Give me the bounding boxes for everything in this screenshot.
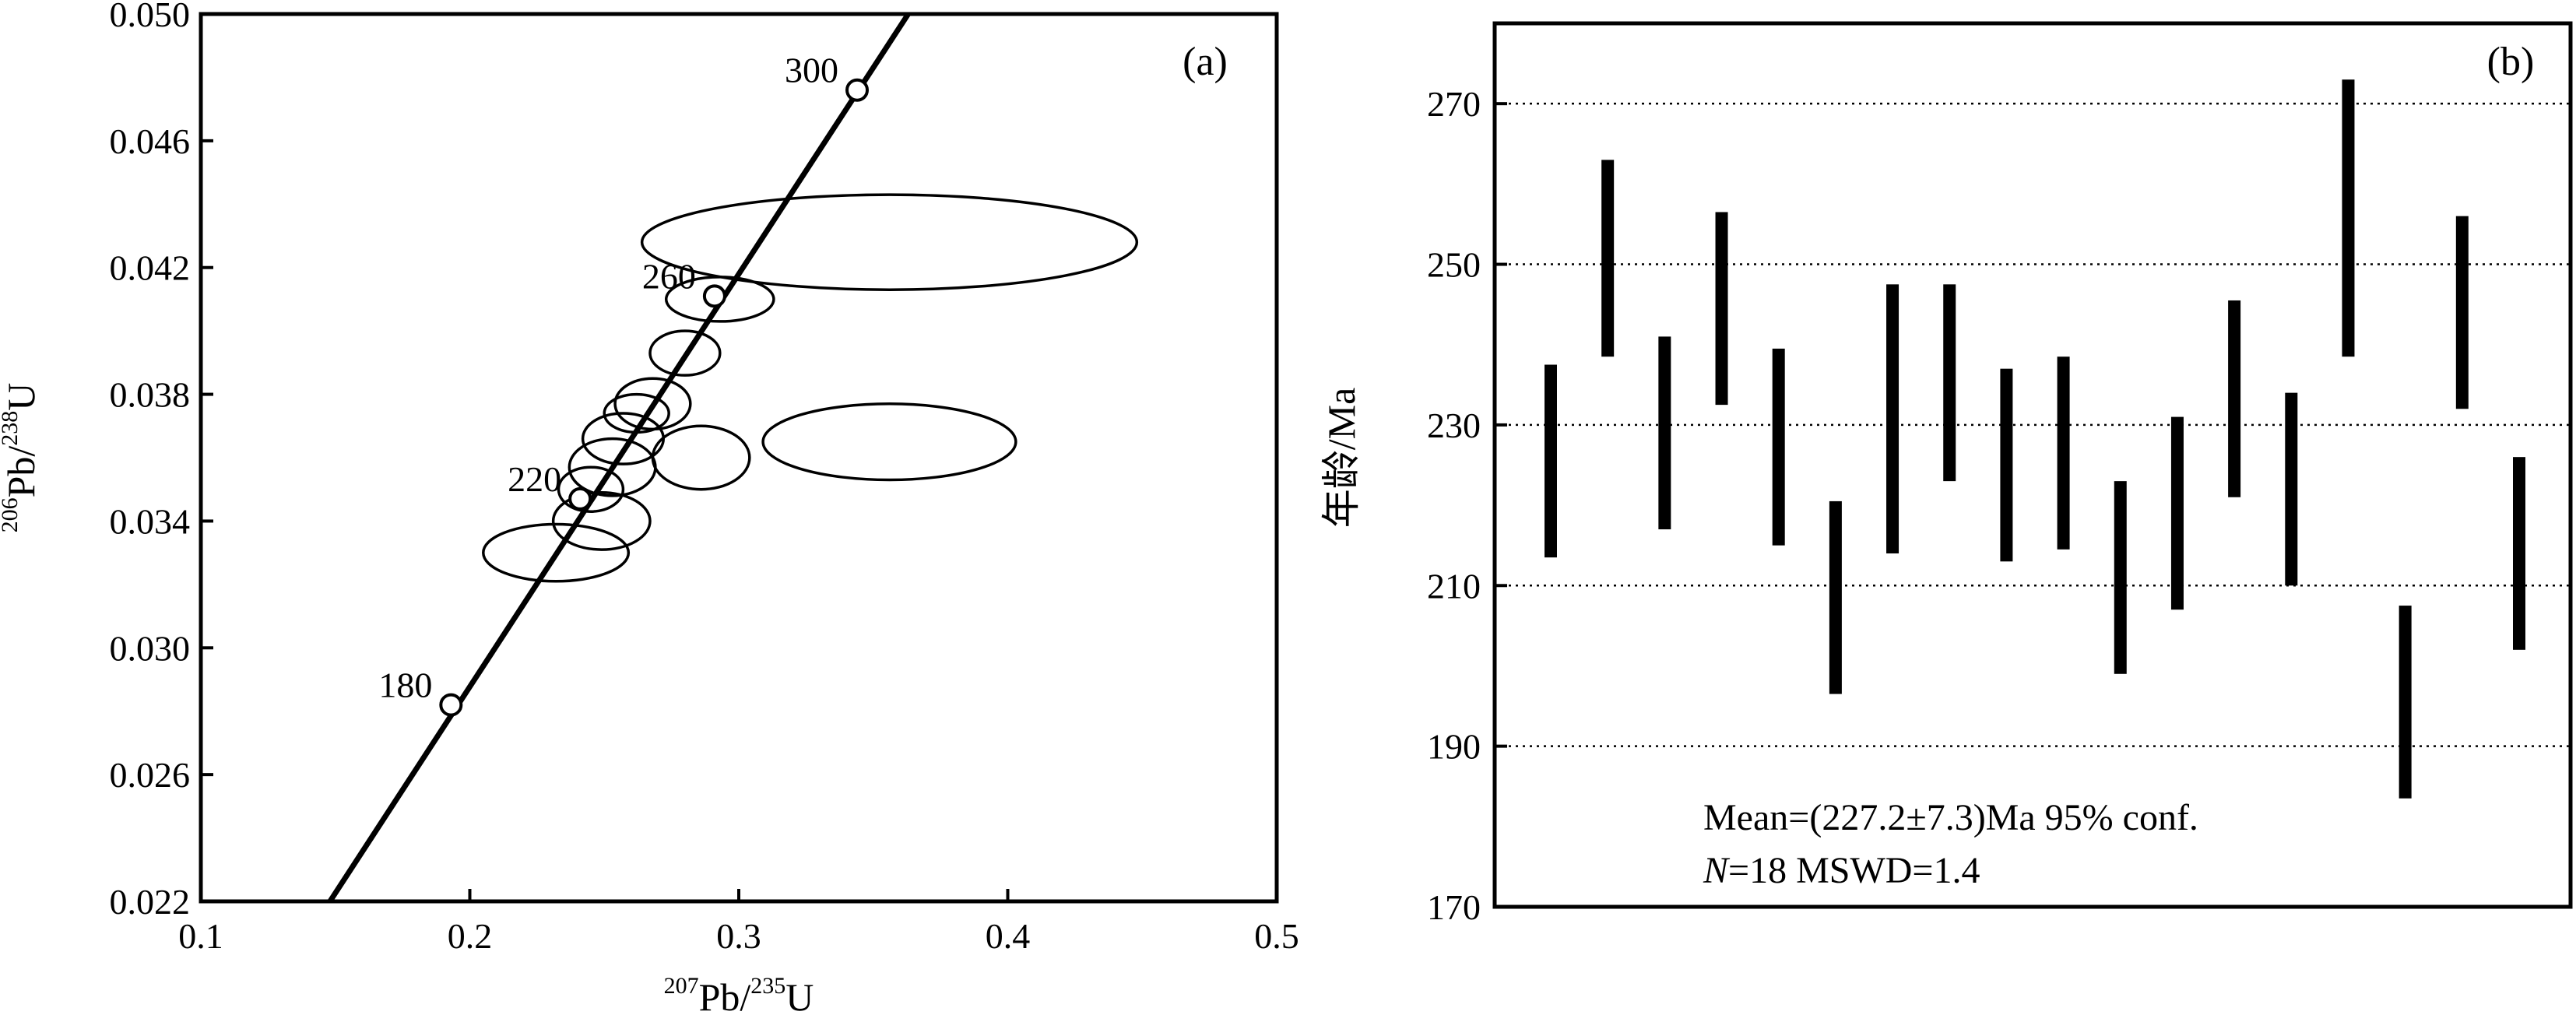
age-bar-1 [1545, 364, 1557, 558]
age-bar-13 [2228, 300, 2241, 497]
age-marker-300 [845, 78, 870, 102]
age-bar-15 [2342, 79, 2355, 357]
concordia-panel: 0.1 0.2 0.3 0.4 0.5 0.022 0.026 0.030 0.034 0.038… [0, 0, 1299, 1019]
error-ellipse-2 [664, 276, 775, 323]
age-plot-frame [1492, 21, 2573, 909]
y-tick-label-a-7: 0.050 [110, 0, 191, 34]
age-bar-12 [2170, 416, 2184, 610]
error-ellipse-10 [551, 491, 652, 551]
y-tick-label-b-4: 250 [1427, 245, 1481, 285]
error-ellipse-7 [651, 424, 751, 491]
y-tick-label-a-5: 0.042 [110, 248, 191, 288]
age-marker-180 [439, 693, 463, 717]
y-axis-label-b: 年龄/Ma [1320, 388, 1363, 529]
y-tick-label-a-0: 0.022 [110, 882, 191, 922]
x-tick-label-a-4: 0.5 [1254, 916, 1299, 956]
concordia-plot-frame [199, 12, 1279, 904]
age-bar-17 [2455, 216, 2469, 409]
age-ticks: 170 190 210 230 250 270 [1427, 84, 1507, 927]
x-axis-label-a: 207Pb/235U [664, 973, 814, 1019]
age-marker-label-300: 300 [785, 51, 838, 90]
age-bar-6 [1829, 500, 1842, 694]
age-bar-4 [1715, 212, 1728, 406]
error-ellipse-0 [640, 193, 1139, 291]
age-bar-2 [1601, 160, 1615, 357]
age-bar-16 [2399, 606, 2412, 799]
x-tick-label-a-1: 0.2 [448, 916, 493, 956]
y-tick-label-b-1: 190 [1427, 727, 1481, 767]
age-marker-label-220: 220 [508, 459, 561, 499]
age-bar-10 [2057, 356, 2070, 550]
stats-line-1: Mean=(227.2±7.3)Ma 95% conf. [1703, 797, 2198, 838]
age-markers: 180 220 260 300 [378, 51, 870, 717]
y-tick-label-a-1: 0.026 [110, 755, 191, 795]
y-tick-label-a-2: 0.030 [110, 628, 191, 668]
x-tick-label-a-0: 0.1 [178, 916, 223, 956]
x-tick-label-a-3: 0.4 [986, 916, 1031, 956]
y-axis-label-a: 206Pb/238U [0, 383, 43, 533]
age-bar-8 [1943, 284, 1956, 482]
age-bar-3 [1658, 336, 1671, 530]
panel-label-b: (b) [2487, 40, 2535, 84]
error-ellipse-8 [568, 437, 657, 497]
error-ellipse-9 [557, 465, 625, 513]
age-bar-7 [1886, 284, 1899, 553]
y-tick-label-a-6: 0.046 [110, 121, 191, 161]
y-tick-label-b-0: 170 [1427, 887, 1481, 927]
y-tick-label-a-4: 0.038 [110, 375, 191, 415]
age-error-bars [1545, 79, 2525, 799]
panel-label-a: (a) [1183, 40, 1228, 84]
age-bar-18 [2513, 457, 2525, 650]
y-tick-label-a-3: 0.034 [110, 501, 191, 541]
concordia-ticks: 0.1 0.2 0.3 0.4 0.5 0.022 0.026 0.030 0.034 0.038… [110, 0, 1299, 956]
error-ellipse-1 [761, 402, 1017, 482]
age-marker-label-260: 260 [642, 256, 696, 296]
y-tick-label-b-5: 270 [1427, 84, 1481, 124]
age-bar-5 [1772, 348, 1785, 546]
age-marker-220 [568, 486, 592, 511]
age-bar-14 [2285, 392, 2298, 586]
x-tick-label-a-2: 0.3 [716, 916, 761, 956]
error-ellipses [482, 193, 1139, 583]
age-marker-label-180: 180 [378, 666, 432, 705]
age-bar-11 [2114, 481, 2127, 674]
y-tick-label-b-2: 210 [1427, 566, 1481, 606]
stats-line-2: N=18 MSWD=1.4 [1703, 850, 1980, 891]
y-tick-label-b-3: 230 [1427, 406, 1481, 445]
age-bar-9 [2000, 368, 2013, 562]
error-ellipse-11 [482, 522, 631, 583]
error-ellipse-3 [648, 329, 722, 377]
concordia-curve [327, 12, 911, 903]
age-panel: 170 190 210 230 250 270 (b) 年龄/Ma Mean=(227.2… [1320, 21, 2573, 927]
age-marker-260 [702, 284, 726, 308]
